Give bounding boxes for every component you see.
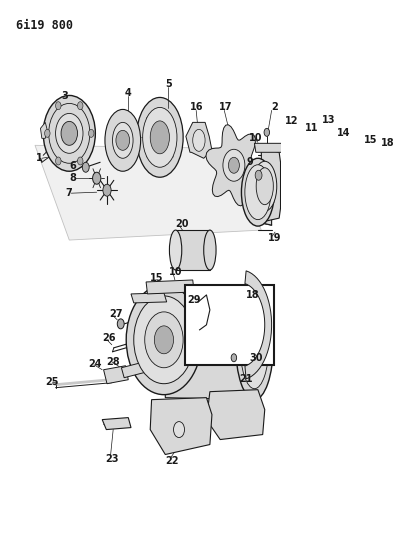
Text: 1: 1 bbox=[36, 154, 43, 163]
Text: 23: 23 bbox=[105, 455, 118, 464]
Polygon shape bbox=[206, 390, 265, 440]
Circle shape bbox=[264, 128, 270, 136]
Ellipse shape bbox=[235, 290, 273, 400]
Polygon shape bbox=[206, 125, 262, 206]
Text: 25: 25 bbox=[45, 377, 59, 387]
Bar bbox=[184, 285, 274, 365]
Ellipse shape bbox=[358, 162, 391, 222]
Polygon shape bbox=[35, 146, 262, 240]
Text: 14: 14 bbox=[337, 128, 350, 139]
Polygon shape bbox=[258, 160, 272, 225]
Text: 4: 4 bbox=[125, 88, 132, 99]
Text: 18: 18 bbox=[246, 290, 260, 300]
Circle shape bbox=[82, 162, 89, 172]
Circle shape bbox=[304, 131, 310, 139]
Circle shape bbox=[231, 354, 237, 362]
Polygon shape bbox=[131, 293, 167, 303]
Circle shape bbox=[61, 122, 78, 146]
Text: 27: 27 bbox=[109, 309, 122, 319]
Text: 10: 10 bbox=[249, 133, 262, 143]
Polygon shape bbox=[40, 123, 47, 139]
Circle shape bbox=[103, 184, 111, 196]
Circle shape bbox=[223, 149, 245, 181]
Text: 13: 13 bbox=[322, 115, 335, 125]
Ellipse shape bbox=[113, 123, 133, 158]
Text: 12: 12 bbox=[285, 116, 298, 126]
Polygon shape bbox=[331, 146, 357, 182]
Circle shape bbox=[134, 296, 194, 384]
Ellipse shape bbox=[204, 230, 216, 270]
Text: 6i19 800: 6i19 800 bbox=[16, 19, 73, 31]
Text: 15: 15 bbox=[150, 273, 164, 283]
Polygon shape bbox=[320, 128, 337, 155]
Polygon shape bbox=[164, 290, 256, 400]
Circle shape bbox=[78, 157, 83, 165]
Circle shape bbox=[55, 114, 83, 154]
Text: 10: 10 bbox=[169, 267, 183, 277]
Circle shape bbox=[116, 131, 130, 150]
Polygon shape bbox=[258, 160, 272, 225]
Text: 6: 6 bbox=[69, 161, 76, 171]
Text: 28: 28 bbox=[106, 357, 120, 367]
Polygon shape bbox=[245, 271, 272, 379]
Polygon shape bbox=[186, 123, 212, 158]
Circle shape bbox=[55, 157, 61, 165]
Text: 20: 20 bbox=[175, 219, 189, 229]
Circle shape bbox=[117, 319, 124, 329]
Ellipse shape bbox=[143, 108, 177, 167]
Polygon shape bbox=[355, 148, 375, 188]
Text: 2: 2 bbox=[272, 102, 278, 112]
Circle shape bbox=[145, 312, 183, 368]
Text: 29: 29 bbox=[187, 295, 201, 305]
Polygon shape bbox=[175, 230, 210, 270]
Text: 15: 15 bbox=[364, 135, 378, 146]
Text: 21: 21 bbox=[239, 374, 253, 384]
Circle shape bbox=[78, 102, 83, 110]
Polygon shape bbox=[150, 398, 212, 455]
Text: 11: 11 bbox=[304, 123, 318, 133]
Ellipse shape bbox=[242, 158, 274, 226]
Circle shape bbox=[154, 326, 173, 354]
Ellipse shape bbox=[337, 152, 347, 172]
Ellipse shape bbox=[193, 130, 205, 151]
Text: 24: 24 bbox=[89, 359, 102, 369]
Circle shape bbox=[43, 95, 95, 171]
Polygon shape bbox=[122, 362, 147, 378]
Text: 26: 26 bbox=[102, 333, 116, 343]
Polygon shape bbox=[262, 148, 281, 222]
Circle shape bbox=[126, 285, 202, 394]
Ellipse shape bbox=[354, 155, 395, 230]
Circle shape bbox=[93, 172, 101, 184]
Text: 18: 18 bbox=[381, 139, 394, 148]
Ellipse shape bbox=[105, 109, 141, 171]
Circle shape bbox=[228, 157, 239, 173]
Text: 16: 16 bbox=[190, 102, 204, 112]
Circle shape bbox=[55, 102, 61, 110]
Circle shape bbox=[44, 130, 50, 138]
Text: 19: 19 bbox=[268, 233, 282, 243]
Ellipse shape bbox=[150, 121, 169, 154]
Circle shape bbox=[252, 165, 266, 185]
Text: 9: 9 bbox=[246, 157, 253, 167]
Ellipse shape bbox=[253, 161, 277, 211]
Text: 22: 22 bbox=[165, 456, 179, 466]
Text: 3: 3 bbox=[61, 92, 68, 101]
Ellipse shape bbox=[245, 165, 271, 220]
Polygon shape bbox=[104, 366, 128, 384]
Circle shape bbox=[89, 130, 94, 138]
Text: 17: 17 bbox=[219, 102, 232, 112]
Ellipse shape bbox=[137, 98, 183, 177]
Circle shape bbox=[255, 170, 262, 180]
Ellipse shape bbox=[240, 301, 269, 389]
Polygon shape bbox=[146, 280, 194, 294]
Text: 5: 5 bbox=[165, 79, 172, 90]
Ellipse shape bbox=[169, 230, 182, 270]
Ellipse shape bbox=[256, 168, 273, 205]
Text: 7: 7 bbox=[66, 188, 73, 198]
Circle shape bbox=[173, 422, 184, 438]
Text: 8: 8 bbox=[69, 173, 76, 183]
Polygon shape bbox=[102, 417, 131, 430]
Text: 30: 30 bbox=[249, 353, 262, 363]
Polygon shape bbox=[255, 143, 283, 152]
